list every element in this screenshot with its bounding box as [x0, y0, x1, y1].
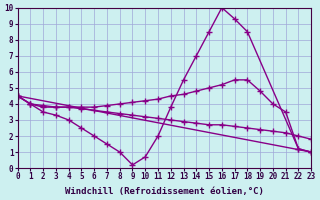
X-axis label: Windchill (Refroidissement éolien,°C): Windchill (Refroidissement éolien,°C)	[65, 187, 264, 196]
